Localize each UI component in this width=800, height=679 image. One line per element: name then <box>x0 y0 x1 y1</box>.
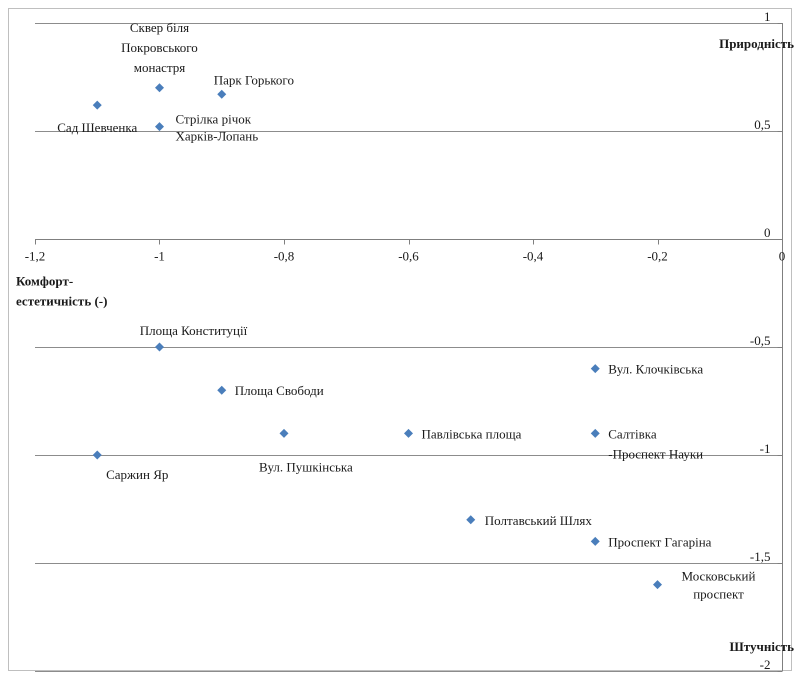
point-label: Московський проспект <box>682 569 756 602</box>
x-axis-label-line: естетичність (-) <box>16 294 107 309</box>
point-label: Павлівська площа <box>422 426 522 441</box>
point-label-line: Сквер біля <box>130 20 189 35</box>
point-label-line: Павлівська площа <box>422 426 522 441</box>
x-tick-label: -0,6 <box>398 249 419 264</box>
y-tick-labels: 1 0,5 0 -0,5 -1 -1,5 -2 <box>750 9 771 672</box>
y-tick-label: -1,5 <box>750 549 771 564</box>
point-label: Парк Горького <box>214 72 294 87</box>
x-axis-label-line: Комфорт- <box>16 274 73 289</box>
point-label-line: Полтавський Шлях <box>485 513 593 528</box>
x-tick-label: -1,2 <box>25 249 46 264</box>
data-point <box>590 364 600 374</box>
y-tick-label: -2 <box>760 657 771 672</box>
y-axis-bottom-label: Штучність <box>730 639 795 654</box>
point-label-line: Салтівка <box>608 426 657 441</box>
axes <box>35 23 783 672</box>
x-tick-label: -1 <box>154 249 165 264</box>
data-point <box>155 83 164 93</box>
data-point <box>92 100 102 110</box>
point-label: Площа Свободи <box>235 383 324 398</box>
y-tick-label: 1 <box>764 9 771 24</box>
point-label-line: Харків-Лопань <box>176 129 259 144</box>
x-axis-label: Комфорт- естетичність (-) <box>16 274 107 309</box>
point-label: Саржин Яр <box>106 467 168 482</box>
y-tick-label: 0 <box>764 225 771 240</box>
data-point <box>590 428 600 438</box>
y-tick-label: -1 <box>760 441 771 456</box>
data-point <box>155 342 164 352</box>
point-labels: Сквер біля Покровського монастря Парк Горьк… <box>57 20 755 602</box>
point-label-line: Парк Горького <box>214 72 294 87</box>
data-point <box>279 428 289 438</box>
point-label: Сад Шевченка <box>57 120 137 135</box>
data-point <box>217 385 227 395</box>
point-label-line: Сад Шевченка <box>57 120 137 135</box>
point-label-line: Вул. Клочківська <box>608 362 703 377</box>
point-label-line: проспект <box>693 587 744 602</box>
point-label-line: Площа Свободи <box>235 383 324 398</box>
y-tick-label: 0,5 <box>754 117 770 132</box>
axis-titles: Природність Штучність Комфорт- естетичні… <box>16 36 794 654</box>
y-tick-label: -0,5 <box>750 333 771 348</box>
point-label-line: Площа Конституції <box>140 323 248 338</box>
point-label-line: Вул. Пушкінська <box>259 459 353 474</box>
data-points <box>92 83 662 590</box>
point-label: Площа Конституції <box>140 323 248 338</box>
point-label-line: Стрілка річок <box>176 112 252 127</box>
data-point <box>217 89 227 99</box>
data-point <box>404 428 413 438</box>
point-label-line: Саржин Яр <box>106 467 168 482</box>
data-point <box>155 122 164 132</box>
data-point <box>590 536 600 546</box>
x-tick-labels: -1,2 -1 -0,8 -0,6 -0,4 -0,2 0 <box>25 249 786 264</box>
point-label-line: монастря <box>134 60 186 75</box>
point-label-line: Покровського <box>121 40 198 55</box>
point-label: Вул. Клочківська <box>608 362 703 377</box>
data-point <box>653 580 662 590</box>
point-label: Сквер біля Покровського монастря <box>121 20 198 75</box>
point-label: Полтавський Шлях <box>485 513 593 528</box>
point-label-line: Московський <box>682 569 756 584</box>
x-tick-label: -0,2 <box>647 249 668 264</box>
x-tick-label: -0,8 <box>274 249 295 264</box>
data-point <box>466 515 476 525</box>
point-label: Салтівка -Проспект Науки <box>608 426 703 461</box>
point-label: Проспект Гагаріна <box>608 534 711 549</box>
point-label: Вул. Пушкінська <box>259 459 353 474</box>
data-point <box>92 450 102 460</box>
y-axis-top-label: Природність <box>719 36 794 51</box>
x-tick-label: -0,4 <box>523 249 544 264</box>
point-label: Стрілка річок Харків-Лопань <box>176 112 259 144</box>
point-label-line: Проспект Гагаріна <box>608 534 711 549</box>
x-tick-label: 0 <box>779 249 786 264</box>
chart-border <box>8 8 792 671</box>
point-label-line: -Проспект Науки <box>608 446 703 461</box>
